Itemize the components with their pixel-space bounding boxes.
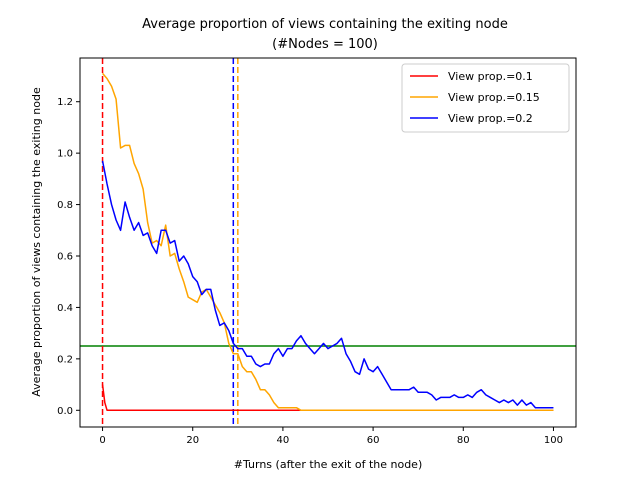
y-tick-label: 1.2 bbox=[57, 97, 73, 108]
legend-label-1: View prop.=0.1 bbox=[448, 70, 533, 83]
chart-subtitle: (#Nodes = 100) bbox=[272, 37, 378, 52]
legend-label-2: View prop.=0.15 bbox=[448, 91, 540, 104]
y-axis: 0.0 0.2 0.4 0.6 0.8 1.0 1.2 bbox=[57, 97, 80, 417]
x-tick-label: 80 bbox=[457, 435, 470, 446]
reference-lines bbox=[80, 58, 576, 427]
y-tick-label: 0.2 bbox=[57, 354, 73, 365]
legend: View prop.=0.1 View prop.=0.15 View prop.=… bbox=[401, 63, 570, 133]
y-tick-label: 0.0 bbox=[57, 406, 73, 417]
series-lines bbox=[101, 72, 554, 412]
y-tick-label: 0.6 bbox=[57, 252, 73, 263]
y-tick-label: 0.4 bbox=[57, 303, 73, 314]
x-tick-label: 100 bbox=[544, 435, 563, 446]
x-tick-label: 60 bbox=[367, 435, 380, 446]
legend-label-3: View prop.=0.2 bbox=[448, 112, 533, 125]
x-axis: 0 20 40 60 80 100 bbox=[99, 427, 563, 446]
plot-frame bbox=[79, 57, 577, 428]
x-tick-label: 40 bbox=[277, 435, 290, 446]
legend-box bbox=[401, 63, 570, 133]
y-tick-label: 0.8 bbox=[57, 200, 73, 211]
y-tick-label: 1.0 bbox=[57, 149, 73, 160]
chart-title: Average proportion of views containing t… bbox=[142, 17, 508, 32]
series-line-2 bbox=[101, 72, 554, 412]
series-line-3 bbox=[101, 160, 554, 409]
x-tick-label: 0 bbox=[99, 435, 105, 446]
x-axis-label: #Turns (after the exit of the node) bbox=[234, 458, 422, 471]
y-axis-label: Average proportion of views containing t… bbox=[30, 87, 43, 397]
x-tick-label: 20 bbox=[186, 435, 199, 446]
